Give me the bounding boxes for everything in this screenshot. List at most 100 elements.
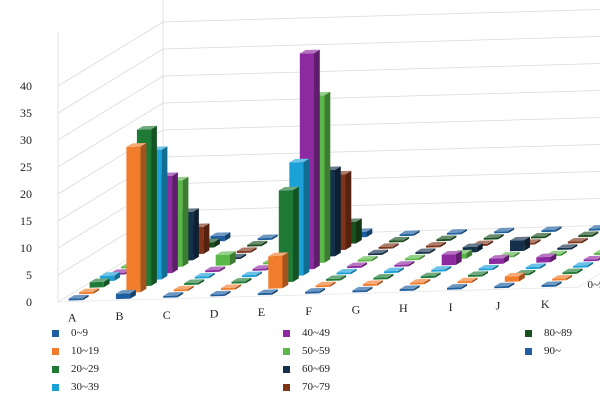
bar <box>494 227 515 234</box>
bar-side <box>534 239 541 245</box>
bar-side <box>235 284 241 290</box>
bar-side <box>487 240 494 246</box>
bar-front <box>115 293 131 300</box>
bar-side <box>187 285 194 291</box>
bar <box>552 274 573 281</box>
bar-top <box>588 225 600 229</box>
bar-side <box>545 232 551 239</box>
bar-side <box>256 271 262 277</box>
bar-front <box>562 271 577 275</box>
bar-front <box>194 276 209 279</box>
x-tick-label: D <box>210 307 219 321</box>
bar-side <box>203 223 210 254</box>
bar-side <box>366 228 373 238</box>
bar-side <box>382 249 389 255</box>
bar-top <box>531 232 551 237</box>
bar <box>489 254 509 265</box>
bar-side <box>177 292 184 298</box>
bar-front <box>383 270 399 274</box>
bar-front <box>420 275 435 279</box>
bar-side <box>519 272 525 282</box>
bar-side <box>513 251 520 258</box>
bar-side <box>508 227 515 233</box>
bar-top <box>79 288 100 293</box>
bar <box>368 249 389 256</box>
bar <box>173 285 194 292</box>
bar-side <box>103 278 110 288</box>
bar-top <box>352 286 373 291</box>
bar-top <box>410 278 431 283</box>
bar-top <box>562 268 583 273</box>
bar-top <box>489 254 509 259</box>
bar <box>257 289 278 296</box>
bar-side <box>193 208 199 261</box>
bar-front <box>163 295 178 298</box>
bar-top <box>510 236 530 241</box>
bar-top <box>252 265 273 269</box>
bar <box>383 267 404 274</box>
bar-side <box>377 280 383 286</box>
bar-side <box>182 176 189 267</box>
bar-top <box>478 264 499 269</box>
bar <box>583 255 600 262</box>
bar-front <box>373 277 388 280</box>
bar <box>410 278 431 285</box>
bar-side <box>424 278 431 285</box>
bar <box>184 279 205 285</box>
bar-side <box>366 286 373 292</box>
y-tick-label: 35 <box>20 106 32 120</box>
bar-front <box>436 238 451 242</box>
bar <box>362 280 383 286</box>
bar <box>415 248 436 254</box>
bar-side <box>540 263 546 269</box>
bar-side <box>214 238 220 248</box>
y-axis-ticks: 0 5 10 15 20 25 30 35 40 <box>20 79 32 309</box>
y-tick-label: 25 <box>20 160 32 174</box>
bar-side <box>508 282 515 288</box>
bar-top <box>557 244 578 248</box>
bar-front <box>457 281 472 284</box>
bar-top <box>347 262 368 267</box>
bar <box>236 247 257 253</box>
bar-top <box>289 158 310 163</box>
bar-front <box>431 269 446 272</box>
bar-front <box>567 241 582 244</box>
y-tick-label: 10 <box>20 241 32 255</box>
bar <box>562 268 583 275</box>
bar-top <box>383 267 404 272</box>
bar-top <box>305 287 326 292</box>
bar-front <box>494 231 509 234</box>
bar-top <box>447 283 467 288</box>
bar-front <box>362 283 378 286</box>
bar-front <box>305 291 320 294</box>
bar <box>126 143 147 293</box>
bar-front <box>336 272 351 275</box>
bar-side <box>408 261 415 267</box>
bar-side <box>398 267 404 273</box>
bar-front <box>399 288 414 291</box>
bar <box>404 254 425 261</box>
bar-front <box>68 298 83 301</box>
bar <box>567 237 588 244</box>
bar-side <box>392 243 399 249</box>
bar-side <box>434 272 441 278</box>
bar <box>378 243 399 249</box>
bar-top <box>205 266 226 271</box>
bar-front <box>89 281 104 288</box>
bar-front <box>257 292 272 296</box>
bar-front <box>541 229 556 233</box>
bar <box>425 241 446 248</box>
bar-side <box>319 287 326 294</box>
bar-side <box>476 243 483 253</box>
bar-side <box>250 247 257 253</box>
bar-front <box>441 254 456 266</box>
depth-axis-labels: 0~920~2940~4960~6980~89 <box>588 279 600 291</box>
y-tick-label: 20 <box>20 187 32 201</box>
bar-side <box>161 146 168 280</box>
bar-side <box>445 266 452 272</box>
bar-top <box>499 251 520 256</box>
bar <box>510 236 530 252</box>
bar-top <box>431 266 452 270</box>
bar-front <box>557 247 572 250</box>
bar-side <box>272 289 278 295</box>
